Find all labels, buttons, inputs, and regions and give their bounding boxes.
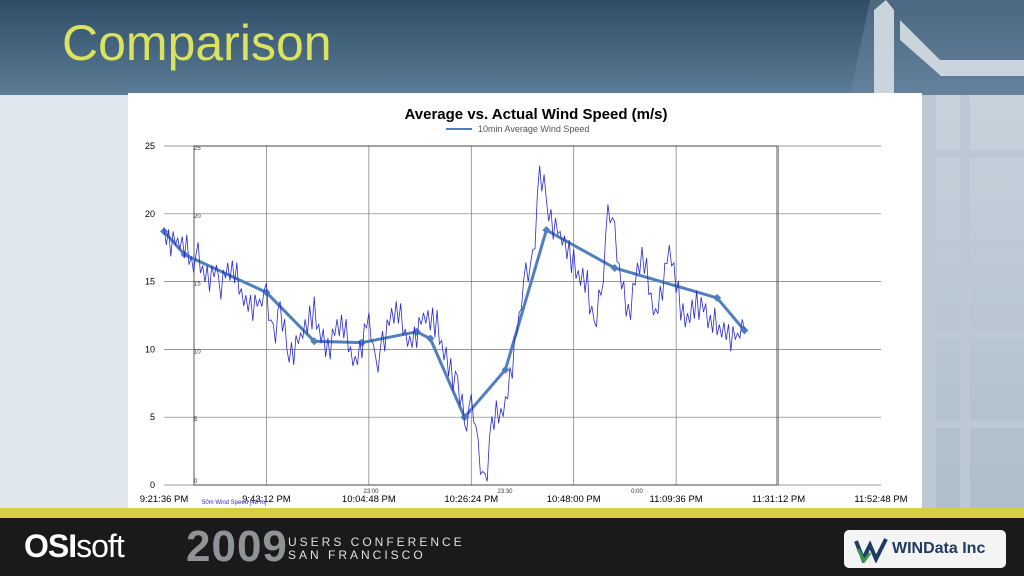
inner-y-tick-label: 0	[194, 479, 198, 485]
slide-title: Comparison	[62, 15, 332, 71]
windata-logo-box: WINData Inc	[844, 530, 1006, 568]
x-tick-label: 11:09:36 PM	[650, 494, 703, 505]
x-tick-label: 11:52:48 PM	[854, 494, 907, 505]
slide-header	[0, 0, 1024, 95]
average-point-marker	[460, 413, 469, 422]
average-point-marker	[501, 365, 510, 374]
osisoft-logo: OSIsoft	[24, 528, 125, 565]
gold-divider	[0, 508, 1024, 518]
inner-y-tick-label: 25	[194, 146, 201, 152]
average-wind-series-line	[162, 227, 746, 420]
y-tick-label: 5	[150, 412, 155, 422]
brand-light: soft	[76, 528, 125, 564]
x-tick-label: 11:31:12 PM	[752, 494, 805, 505]
y-tick-label: 0	[150, 480, 155, 490]
raw-wind-series-line	[163, 165, 745, 482]
x-tick-label: 10:48:00 PM	[547, 494, 601, 505]
average-point-marker	[542, 226, 551, 235]
conference-line-2: SAN FRANCISCO	[288, 548, 426, 562]
wind-speed-chart: 0 0 5 5 10 10 15 15 20 20 25 25 9:21:36 PM 9:43:12 PM…	[140, 106, 908, 506]
inner-y-tick-label: 15	[194, 282, 201, 288]
average-point-marker	[160, 227, 168, 236]
background-panel	[922, 95, 1024, 510]
y-tick-label: 15	[145, 277, 155, 287]
x-tick-label: 10:04:48 PM	[342, 494, 396, 505]
average-point-marker	[426, 334, 435, 343]
inner-y-tick-label: 5	[194, 417, 198, 423]
chart-title: Average vs. Actual Wind Speed (m/s)	[405, 106, 668, 123]
average-point-marker	[740, 326, 749, 335]
average-point-marker	[713, 293, 722, 302]
inner-y-tick-label: 20	[194, 214, 201, 220]
inner-y-tick-label: 10	[194, 349, 201, 355]
x-tick-label: 9:43:12 PM	[242, 494, 291, 505]
average-point-marker	[610, 264, 619, 273]
inner-x-tick-label: 23:30	[497, 489, 513, 495]
legend-bottom: 50m Wind Speed [48 m]	[202, 500, 267, 506]
x-tick-label: 10:26:24 PM	[444, 494, 498, 505]
windata-wave-icon	[854, 538, 888, 563]
conference-line-1: USERS CONFERENCE	[288, 535, 465, 549]
inner-plot-frame	[193, 145, 778, 486]
y-tick-label: 20	[145, 209, 155, 219]
y-tick-label: 25	[145, 141, 155, 151]
conference-year: 2009	[186, 522, 288, 571]
chart-panel: 0 0 5 5 10 10 15 15 20 20 25 25 9:21:36 PM 9:43:12 PM…	[128, 93, 922, 510]
x-tick-label: 9:21:36 PM	[140, 494, 189, 505]
inner-x-tick-label: 0:00	[631, 489, 643, 495]
bridge-tower-graphic	[850, 0, 1024, 510]
brand-bold: OSI	[24, 528, 77, 564]
inner-x-tick-label: 23:00	[363, 489, 379, 495]
conference-name: USERS CONFERENCE SAN FRANCISCO	[288, 536, 465, 562]
legend-top: 10min Average Wind Speed	[478, 124, 589, 134]
windata-name: WINData Inc	[892, 540, 986, 557]
average-point-marker	[310, 337, 319, 346]
y-tick-label: 10	[145, 344, 155, 354]
